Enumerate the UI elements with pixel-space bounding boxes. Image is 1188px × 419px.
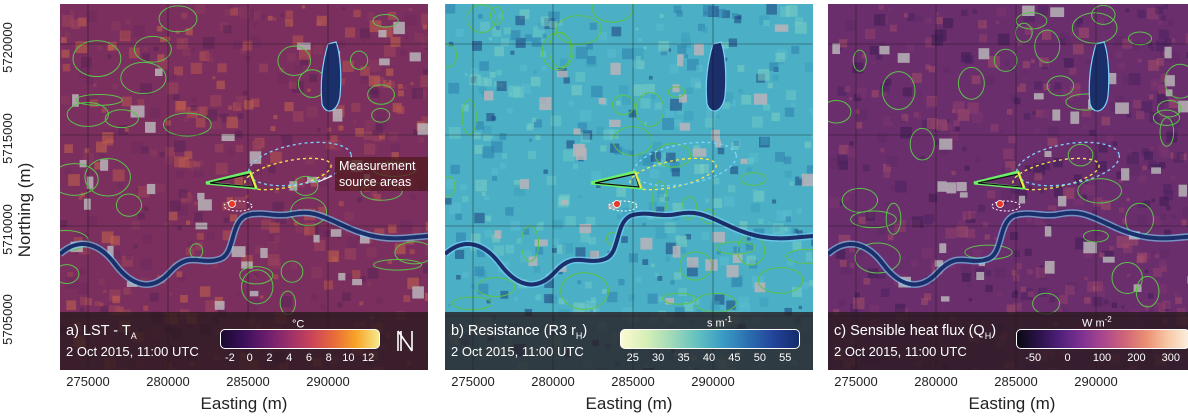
panel-date: 2 Oct 2015, 11:00 UTC (451, 344, 584, 359)
colorbar-tick-label: 200 (1127, 352, 1146, 364)
panel-title: c) Sensible heat flux (QH) (834, 323, 997, 341)
x-tick-label: 290000 (1074, 374, 1118, 389)
y-tick-label: 5705000 (0, 294, 15, 345)
colorbar-tick-label: 100 (1092, 352, 1112, 364)
colorbar-tick-label: -2 (224, 352, 235, 364)
y-tick-label: 5715000 (0, 113, 15, 164)
colorbar-tick-label: 6 (305, 352, 312, 364)
colorbar-tick-label: 2 (266, 352, 273, 364)
colorbar (220, 329, 380, 349)
x-tick-label: 285000 (611, 374, 655, 389)
x-tick-label: 280000 (146, 374, 190, 389)
x-ticks: 275000 280000 285000 290000 (445, 374, 813, 392)
panel-resistance: b) Resistance (R3 rH) 2 Oct 2015, 11:00 … (445, 4, 813, 370)
colorbar-ticks: -50 0 100 200 300 (1016, 352, 1188, 366)
colorbar-tick-label: 45 (728, 352, 741, 364)
panel-lst: Measurement source areas a) LST - TA 2 O… (60, 4, 428, 370)
panel-date: 2 Oct 2015, 11:00 UTC (66, 344, 199, 359)
colorbar-unit: °C (292, 318, 305, 331)
colorbar-tick-label: 4 (286, 352, 293, 364)
x-tick-label: 275000 (451, 374, 495, 389)
colorbar-tick-label: 10 (342, 352, 355, 364)
x-ticks: 275000 280000 285000 290000 (828, 374, 1188, 392)
x-axis-label: Easting (m) (585, 394, 673, 413)
colorbar (620, 329, 800, 349)
x-tick-label: 290000 (691, 374, 735, 389)
y-axis-label: Northing (m) (15, 162, 35, 258)
panel-title: a) LST - TA (66, 323, 137, 341)
colorbar-tick-label: 300 (1161, 352, 1180, 364)
panel-info-box: a) LST - TA 2 Oct 2015, 11:00 UTC °C -2 0… (60, 312, 428, 370)
colorbar-tick-label: 55 (779, 352, 792, 364)
panel-info-box: b) Resistance (R3 rH) 2 Oct 2015, 11:00 … (445, 312, 813, 370)
colorbar-unit: W m-2 (1082, 315, 1112, 330)
y-tick-label: 5720000 (0, 22, 15, 73)
colorbar-tick-label: 40 (702, 352, 716, 364)
colorbar-tick-label: 8 (325, 352, 332, 364)
colorbar-tick-label: 25 (626, 352, 639, 364)
colorbar-tick-label: 12 (362, 352, 375, 364)
colorbar-tick-label: 50 (753, 352, 766, 364)
x-tick-label: 275000 (834, 374, 878, 389)
colorbar-tick-label: 35 (677, 352, 690, 364)
panel-sensible-heat: c) Sensible heat flux (QH) 2 Oct 2015, 1… (828, 4, 1188, 370)
colorbar (1016, 329, 1188, 349)
colorbar-ticks: -2 0 2 4 6 8 10 12 (220, 352, 378, 366)
sensible-heat-map (828, 4, 1188, 370)
x-ticks: 275000 280000 285000 290000 (60, 374, 428, 392)
colorbar-tick-label: -50 (1025, 352, 1042, 364)
x-tick-label: 280000 (531, 374, 575, 389)
x-tick-label: 290000 (306, 374, 350, 389)
colorbar-tick-label: 0 (1064, 352, 1071, 364)
colorbar-tick-label: 30 (652, 352, 665, 364)
colorbar-tick-label: 0 (246, 352, 253, 364)
x-axis-label: Easting (m) (200, 394, 288, 413)
panel-info-box: c) Sensible heat flux (QH) 2 Oct 2015, 1… (828, 312, 1188, 370)
colorbar-ticks: 25 30 35 40 45 50 55 (620, 352, 798, 366)
x-tick-label: 275000 (66, 374, 110, 389)
colorbar-unit: s m-1 (707, 315, 732, 330)
x-tick-label: 280000 (914, 374, 958, 389)
x-axis-label: Easting (m) (968, 394, 1056, 413)
north-arrow-icon (397, 330, 413, 352)
y-tick-label: 5710000 (0, 204, 15, 255)
x-tick-label: 285000 (226, 374, 270, 389)
x-tick-label: 285000 (994, 374, 1038, 389)
panel-date: 2 Oct 2015, 11:00 UTC (834, 344, 967, 359)
measurement-source-areas-callout: Measurement source areas (335, 157, 428, 191)
panel-title: b) Resistance (R3 rH) (451, 323, 588, 341)
